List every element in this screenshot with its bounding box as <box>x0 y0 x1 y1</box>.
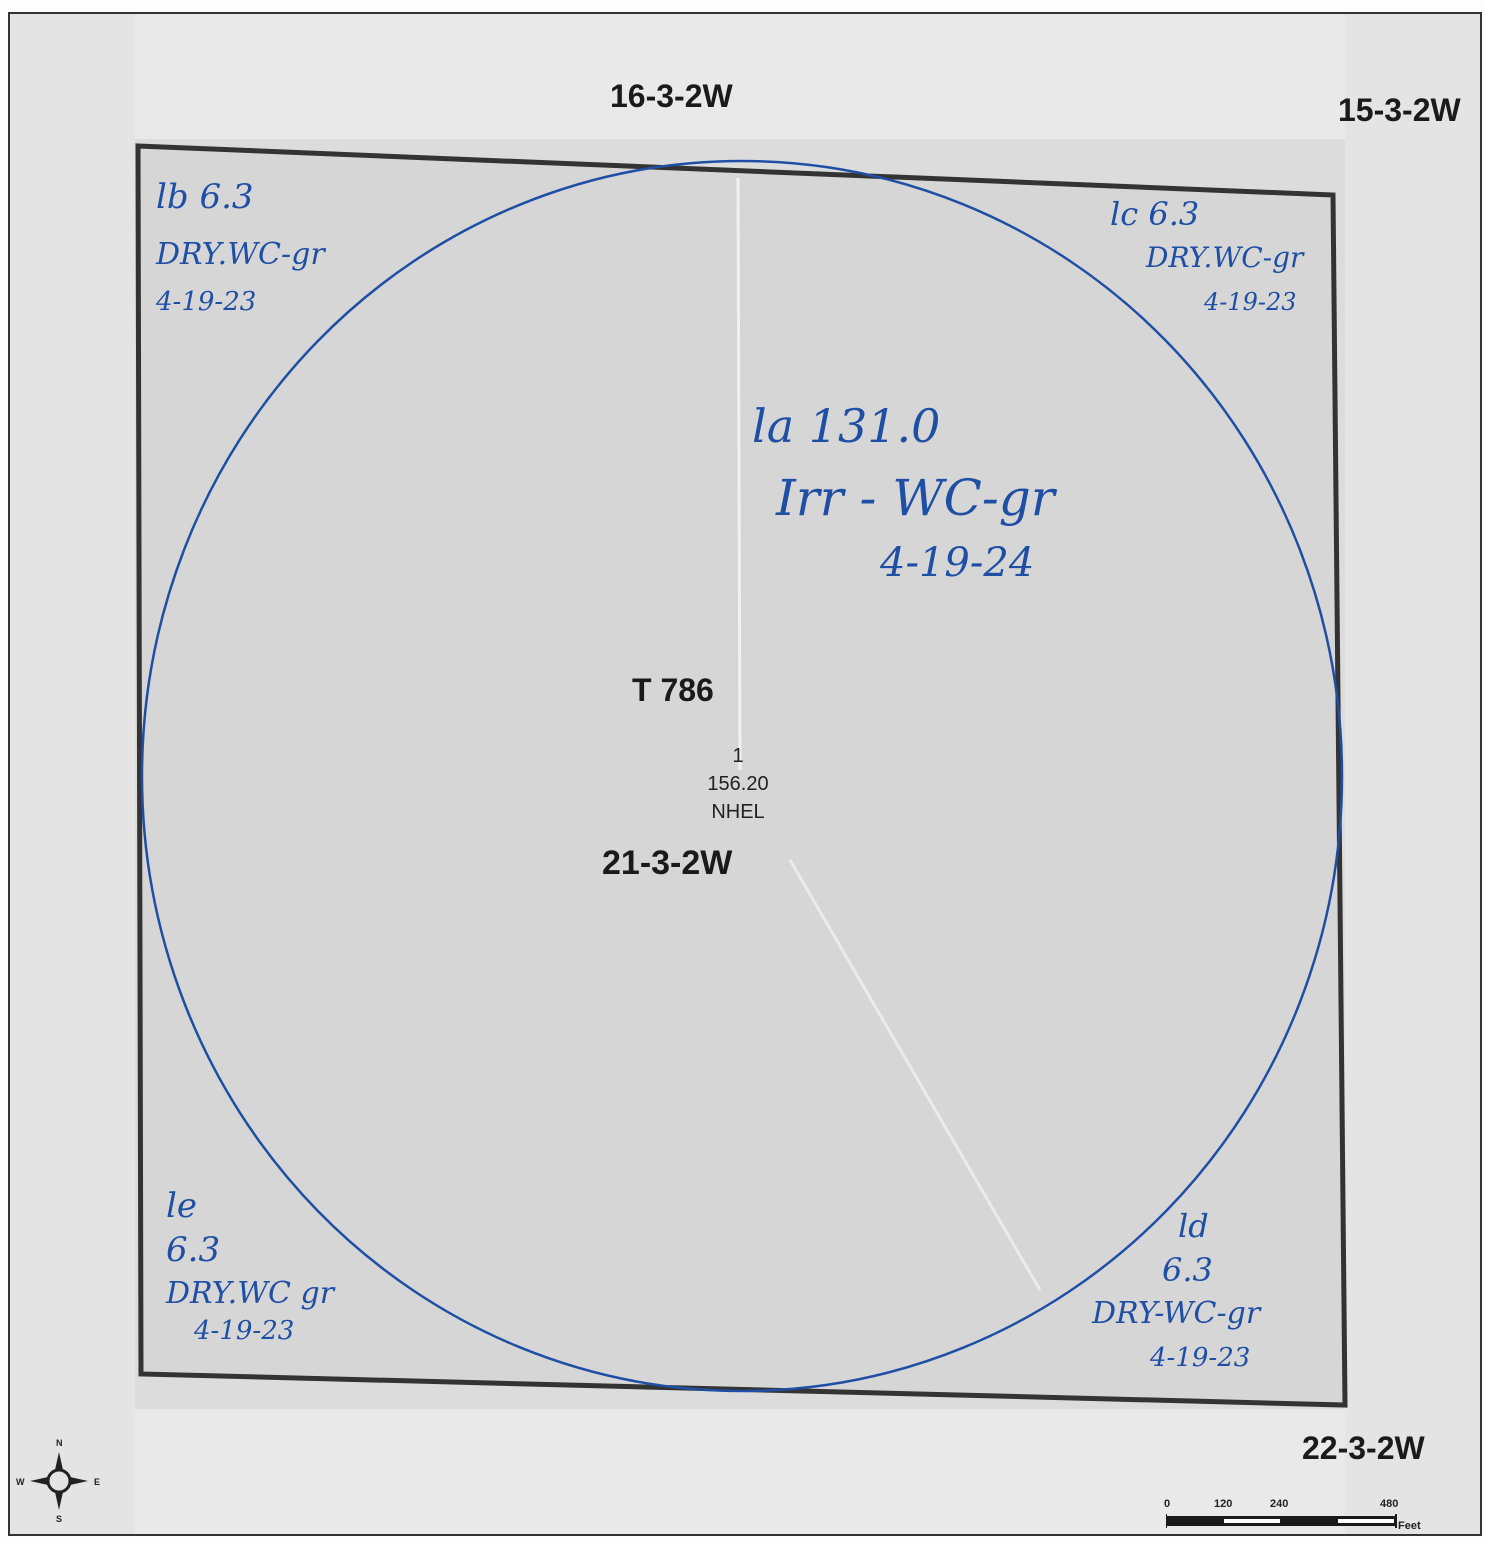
subfield-1d-acres: 6.3 <box>1162 1251 1213 1289</box>
compass-rose: N S W E <box>14 1436 104 1526</box>
field-info: 1 156.20 NHEL <box>688 742 788 826</box>
scale-tick-0: 0 <box>1164 1498 1171 1510</box>
road-band-east <box>1345 14 1480 1534</box>
subfield-1e-acres: 6.3 <box>166 1230 221 1270</box>
subfield-1e-note: le 6.3 DRY.WC gr 4-19-23 <box>166 1184 334 1346</box>
subfield-1d-note: ld 6.3 DRY-WC-gr 4-19-23 <box>1092 1204 1260 1380</box>
pivot-circle <box>140 159 1344 1393</box>
field-hel-status: NHEL <box>711 801 765 823</box>
section-label-center: 21-3-2W <box>602 844 733 882</box>
subfield-1b-date: 4-19-23 <box>156 287 257 317</box>
subfield-1d-id: ld <box>1178 1207 1209 1245</box>
subfield-1a-date: 4-19-24 <box>880 540 1035 586</box>
field-track-line <box>788 859 1042 1291</box>
section-label-northeast: 15-3-2W <box>1338 92 1461 128</box>
field-number: 1 <box>732 745 744 767</box>
subfield-1b-note: lb 6.3 DRY.WC-gr 4-19-23 <box>156 168 325 320</box>
scale-bar-graphic <box>1166 1514 1397 1528</box>
road-band-west <box>10 14 135 1534</box>
subfield-1c-use: DRY.WC-gr <box>1146 241 1304 274</box>
section-label-north: 16-3-2W <box>610 78 733 114</box>
compass-e: E <box>94 1477 101 1487</box>
scale-tick-240: 240 <box>1270 1498 1289 1510</box>
subfield-1a-use: Irr - WC-gr <box>776 469 1055 527</box>
scale-unit: Feet <box>1398 1520 1421 1532</box>
section-label-southeast: 22-3-2W <box>1302 1430 1425 1466</box>
field-acres: 156.20 <box>707 773 769 795</box>
tract-label: T 786 <box>632 672 714 708</box>
road-band-north <box>10 14 1480 139</box>
section-line <box>736 177 742 771</box>
scale-tick-480: 480 <box>1380 1498 1399 1510</box>
subfield-1a-id-acres: la 131.0 <box>752 399 941 453</box>
subfield-1e-use: DRY.WC gr <box>166 1276 335 1311</box>
subfield-1c-id-acres: lc 6.3 <box>1110 195 1200 233</box>
compass-icon <box>30 1452 88 1510</box>
subfield-1d-use: DRY-WC-gr <box>1092 1296 1261 1331</box>
compass-n: N <box>56 1438 63 1448</box>
subfield-1a-note: la 131.0 <box>752 400 940 453</box>
compass-s: S <box>56 1514 63 1524</box>
subfield-1b-use: DRY.WC-gr <box>156 237 325 272</box>
subfield-1e-id: le <box>166 1186 197 1226</box>
subfield-1c-date: 4-19-23 <box>1204 288 1297 316</box>
subfield-1e-date: 4-19-23 <box>194 1316 295 1346</box>
subfield-1b-id-acres: lb 6.3 <box>156 177 254 217</box>
road-band-south <box>10 1409 1480 1534</box>
compass-w: W <box>16 1477 25 1487</box>
subfield-1c-note: lc 6.3 DRY.WC-gr 4-19-23 <box>1110 192 1303 324</box>
field-boundary[interactable] <box>135 143 1348 1408</box>
subfield-1d-date: 4-19-23 <box>1150 1343 1251 1373</box>
scale-bar: 0 120 240 480 Feet <box>1160 1498 1450 1538</box>
scale-tick-120: 120 <box>1214 1498 1233 1510</box>
